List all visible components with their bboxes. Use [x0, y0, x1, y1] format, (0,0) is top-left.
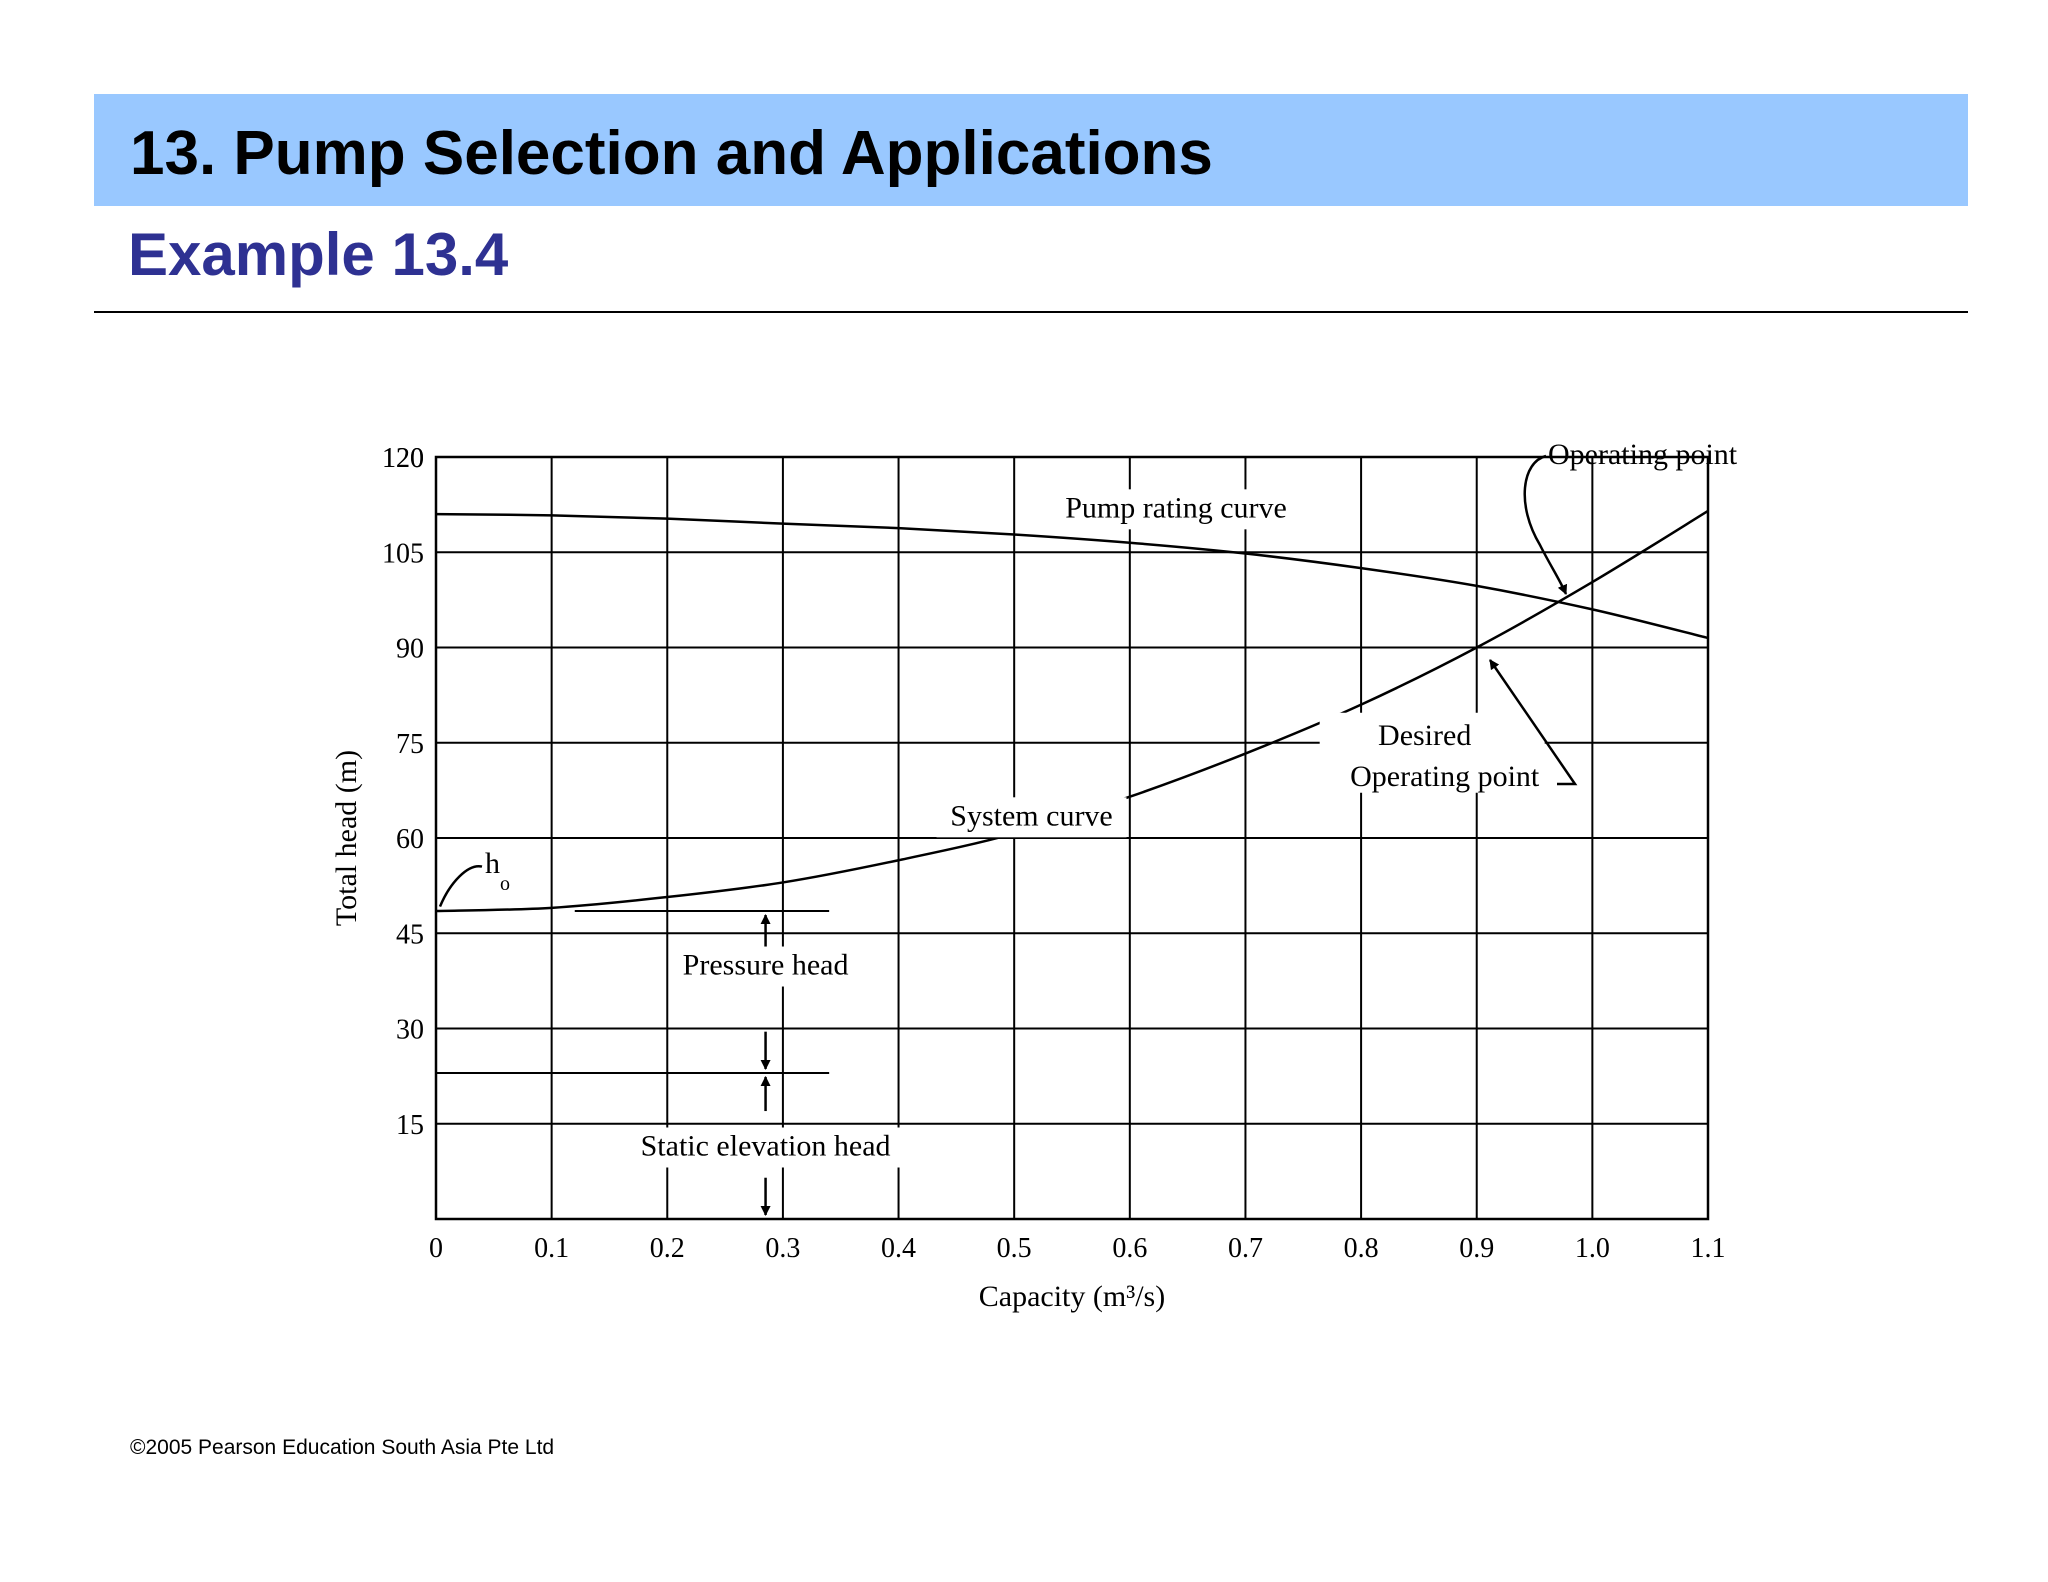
x-tick-label: 0.8 [1344, 1233, 1379, 1264]
x-tick-label: 0.7 [1228, 1233, 1263, 1264]
y-tick-label: 75 [396, 729, 424, 760]
pump-curve-label-bg [1056, 489, 1297, 530]
system-curve-label: System curve [950, 799, 1112, 832]
operating-point-arrow [1523, 454, 1568, 595]
h-o-leader [438, 865, 483, 908]
y-tick-label: 30 [396, 1015, 424, 1046]
desired-label: Desired [1378, 719, 1471, 752]
static-head-label-bg [625, 1127, 906, 1168]
system-curve-label-bg [936, 797, 1127, 838]
title-band [94, 94, 1968, 206]
desired-point-arrow [1488, 659, 1578, 786]
x-tick-label: 0 [429, 1233, 443, 1264]
x-tick-label: 0.5 [997, 1233, 1032, 1264]
x-tick-label: 1.1 [1691, 1233, 1726, 1264]
pressure-head-label: Pressure head [683, 949, 849, 982]
slide-title: 13. Pump Selection and Applications [130, 119, 1213, 188]
pressure-head-label-bg [675, 946, 856, 987]
x-tick-label: 1.0 [1575, 1233, 1610, 1264]
x-tick-label: 0.2 [650, 1233, 685, 1264]
static-head-label: Static elevation head [641, 1130, 891, 1163]
y-tick-label: 60 [396, 824, 424, 855]
desired-label-bg [1319, 712, 1545, 793]
system-curve [435, 509, 1709, 913]
h-o-subscript: o [500, 873, 510, 895]
x-tick-label: 0.4 [881, 1233, 916, 1264]
h-o-label: h [485, 847, 500, 880]
x-tick-label: 0.9 [1459, 1233, 1494, 1264]
x-tick-label: 0.1 [534, 1233, 569, 1264]
operating-point-label: Operating point [1548, 438, 1738, 471]
y-tick-label: 90 [396, 634, 424, 665]
y-axis-label: Total head (m) [330, 750, 363, 926]
title-divider [94, 311, 1968, 313]
y-tick-label: 105 [382, 538, 424, 569]
slide-subtitle: Example 13.4 [128, 221, 509, 288]
desired-operating-point-label: Operating point [1350, 760, 1540, 793]
y-tick-label: 45 [396, 919, 424, 950]
pump-curve-label: Pump rating curve [1065, 491, 1287, 524]
copyright-footer: ©2005 Pearson Education South Asia Pte L… [130, 1436, 555, 1459]
pump-rating-curve [435, 512, 1709, 640]
y-tick-label: 120 [382, 443, 424, 474]
x-tick-label: 0.3 [765, 1233, 800, 1264]
y-tick-label: 15 [396, 1110, 424, 1141]
x-tick-label: 0.6 [1112, 1233, 1147, 1264]
x-axis-label: Capacity (m³/s) [979, 1280, 1165, 1313]
y-tick-label: 120 [382, 443, 424, 474]
